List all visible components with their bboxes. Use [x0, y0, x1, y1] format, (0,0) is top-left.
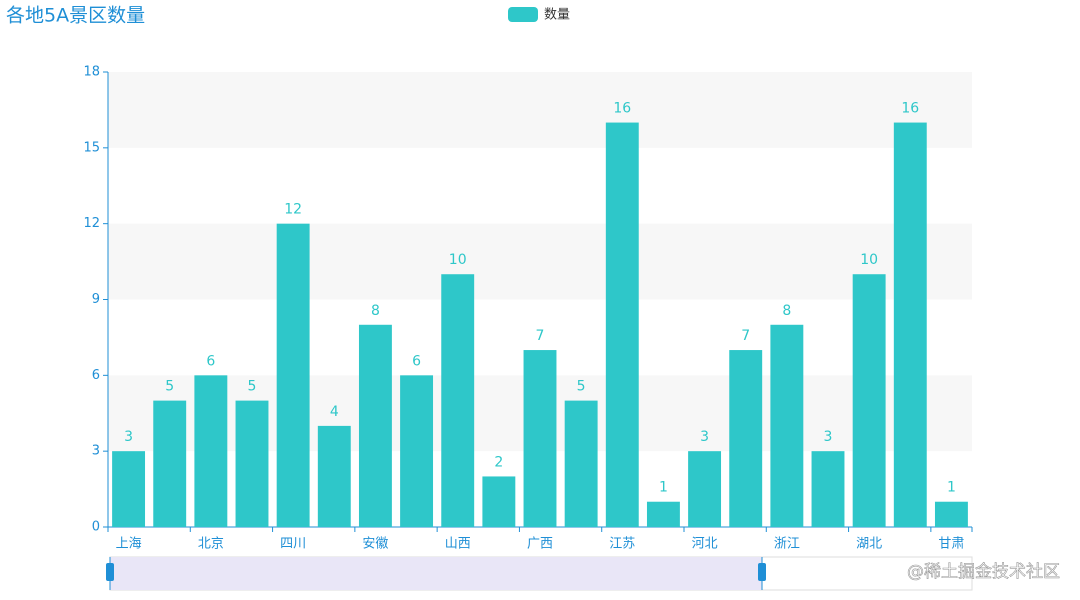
x-tick-label: 河北 [692, 537, 718, 552]
x-tick-label: 甘肃 [938, 537, 964, 552]
y-tick-label: 6 [92, 368, 100, 383]
bar [893, 122, 927, 528]
data-label: 7 [536, 328, 545, 344]
data-label: 2 [494, 454, 503, 470]
y-tick-label: 15 [83, 140, 100, 155]
x-tick-label: 浙江 [774, 537, 800, 552]
bar [358, 324, 392, 527]
bar [276, 223, 310, 527]
bar [317, 425, 351, 527]
x-tick-label: 广西 [527, 537, 553, 552]
watermark: @稀土掘金技术社区 [907, 562, 1060, 582]
data-label: 3 [124, 429, 133, 445]
data-label: 6 [206, 353, 215, 369]
bar [605, 122, 639, 528]
data-label: 8 [782, 303, 791, 319]
x-tick-label: 江苏 [609, 536, 635, 552]
data-label: 3 [824, 429, 833, 445]
bar [729, 350, 763, 527]
split-area [108, 223, 972, 300]
bar [564, 400, 598, 527]
data-label: 6 [412, 353, 421, 369]
data-label: 10 [449, 252, 467, 268]
x-tick-label: 湖北 [856, 537, 882, 552]
x-tick-label: 安徽 [362, 537, 388, 552]
bar [235, 400, 269, 527]
chart-title: 各地5A景区数量 [6, 5, 145, 27]
data-label: 7 [741, 328, 750, 344]
data-label: 8 [371, 303, 380, 319]
x-tick-label: 四川 [280, 537, 306, 552]
legend-label[interactable]: 数量 [544, 8, 570, 23]
bar [646, 501, 680, 527]
bar [400, 375, 434, 527]
y-tick-label: 18 [83, 65, 100, 80]
bar [482, 476, 516, 527]
split-area [108, 72, 972, 148]
y-tick-label: 9 [92, 292, 100, 307]
bar [934, 501, 968, 527]
data-label: 5 [165, 379, 174, 395]
bar [441, 274, 475, 527]
bar [770, 324, 804, 527]
bar [688, 451, 722, 527]
bar [194, 375, 228, 527]
data-label: 5 [248, 379, 257, 395]
y-tick-label: 3 [92, 444, 100, 459]
data-label: 1 [659, 480, 668, 496]
data-label: 3 [700, 429, 709, 445]
legend-swatch[interactable] [508, 7, 538, 22]
bar [523, 350, 557, 527]
bar [112, 451, 146, 527]
y-tick-label: 12 [83, 216, 100, 231]
y-tick-label: 0 [92, 520, 100, 535]
zoom-selection[interactable] [110, 557, 762, 590]
data-label: 10 [860, 252, 878, 268]
data-label: 12 [284, 202, 302, 218]
bar [811, 451, 845, 527]
bar [153, 400, 187, 527]
data-label: 1 [947, 480, 956, 496]
bar [852, 274, 886, 527]
data-label: 16 [613, 101, 631, 117]
data-label: 4 [330, 404, 339, 420]
x-tick-label: 上海 [116, 537, 142, 552]
data-zoom[interactable] [106, 556, 973, 591]
x-tick-label: 山西 [445, 537, 471, 552]
data-label: 5 [577, 379, 586, 395]
data-label: 16 [901, 101, 919, 117]
x-tick-label: 北京 [198, 537, 224, 552]
